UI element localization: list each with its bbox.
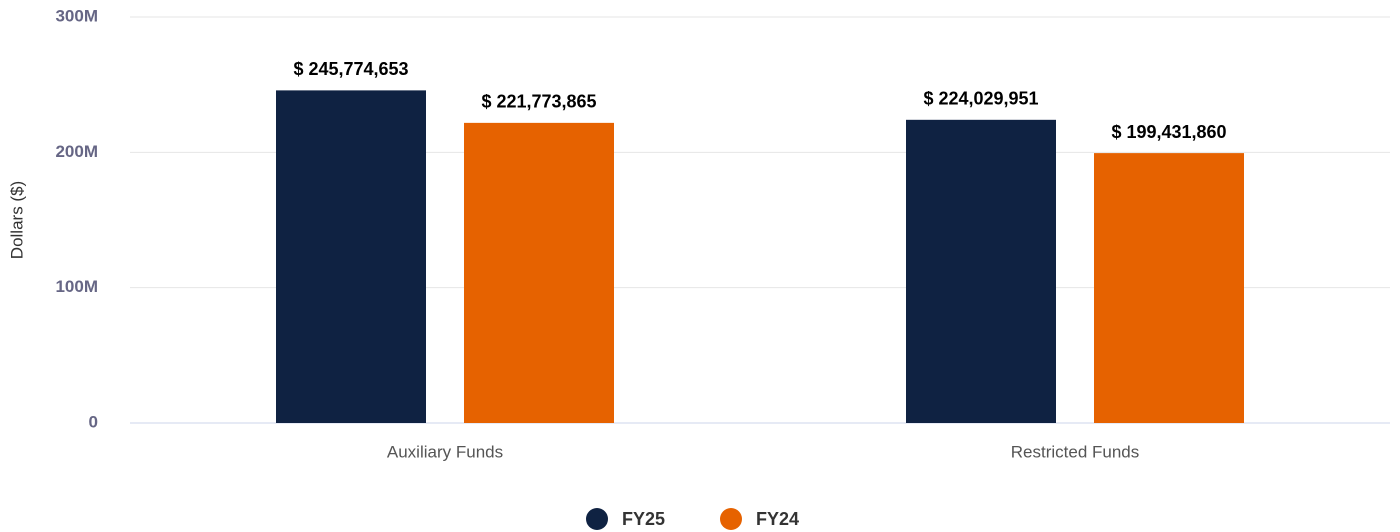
bar (1094, 153, 1244, 423)
x-tick-label: Auxiliary Funds (387, 442, 503, 461)
y-tick-label: 100M (55, 277, 98, 296)
legend-marker (720, 508, 742, 530)
data-label: $ 221,773,865 (481, 92, 596, 112)
x-tick-label: Restricted Funds (1011, 442, 1140, 461)
y-tick-label: 200M (55, 142, 98, 161)
legend-marker (586, 508, 608, 530)
bar (464, 122, 614, 424)
legend-label: FY25 (622, 509, 665, 529)
y-axis-label: Dollars ($) (7, 181, 26, 259)
legend-label: FY24 (756, 509, 799, 529)
bar (276, 90, 426, 423)
bar (906, 119, 1056, 423)
data-label: $ 224,029,951 (923, 89, 1038, 109)
data-label: $ 199,431,860 (1111, 122, 1226, 142)
y-tick-label: 0 (89, 412, 98, 431)
data-label: $ 245,774,653 (293, 59, 408, 79)
y-tick-label: 300M (55, 6, 98, 25)
